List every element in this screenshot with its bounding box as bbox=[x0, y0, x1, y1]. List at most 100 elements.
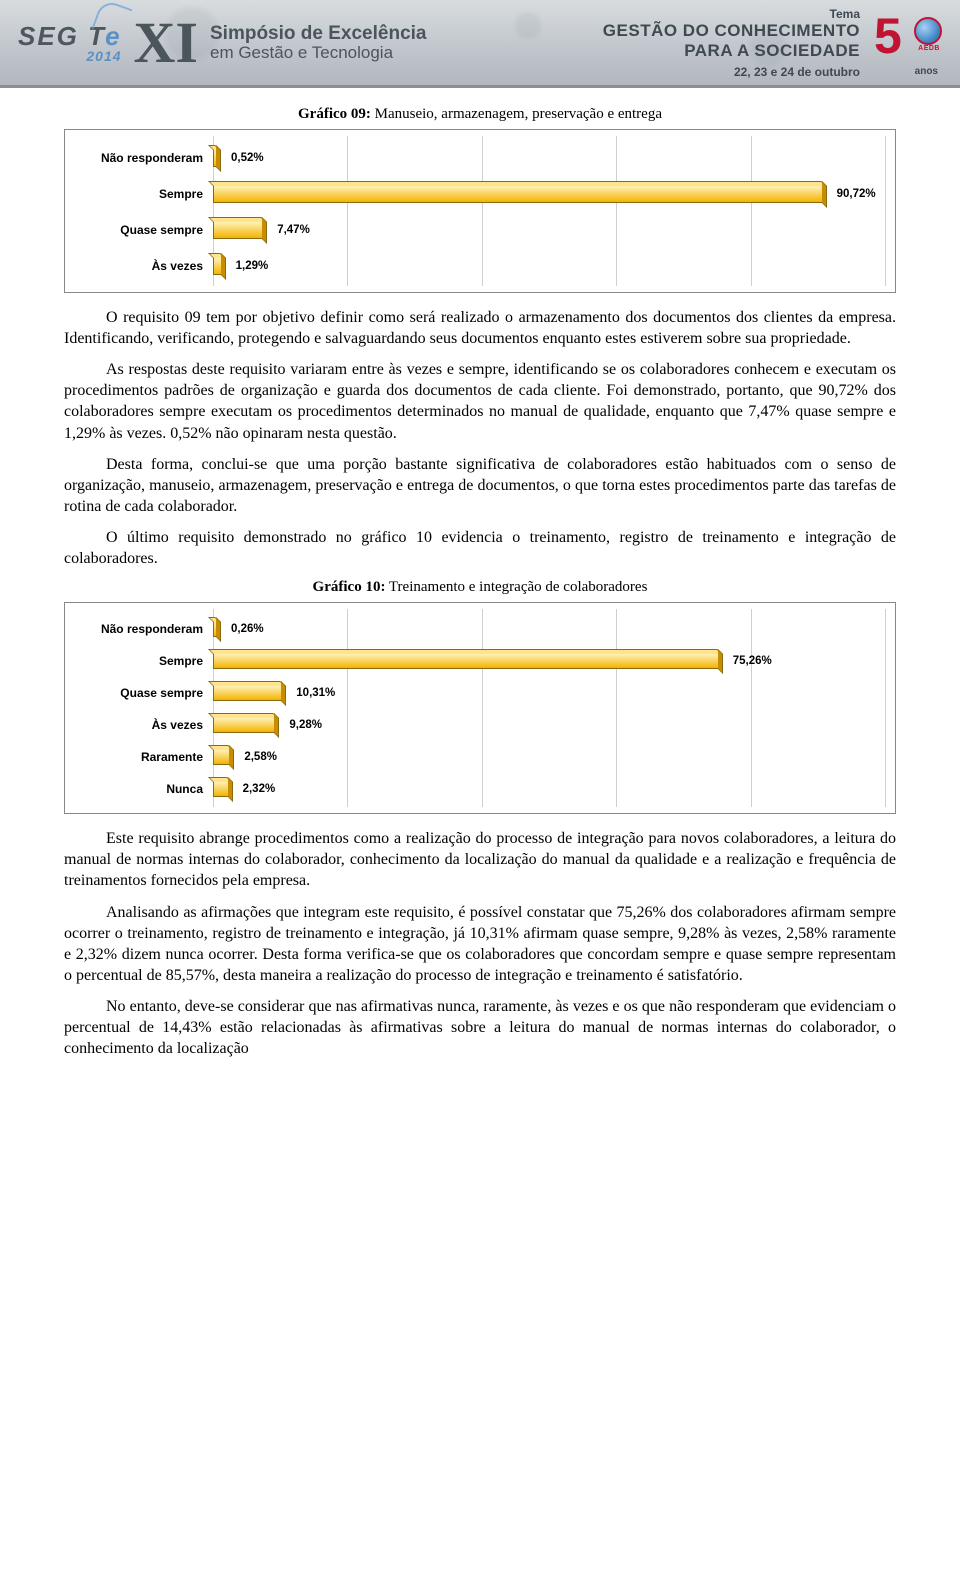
chart10: Não responderam 0,26% Sempre 75,26% Quase se… bbox=[64, 602, 896, 814]
bar-row: Às vezes 9,28% bbox=[65, 709, 885, 741]
chart09-rows: Não responderam 0,52% Sempre 90,72% Quase se… bbox=[65, 140, 885, 284]
paragraph-7: No entanto, deve-se considerar que nas a… bbox=[64, 996, 896, 1059]
bar-value: 2,32% bbox=[243, 783, 276, 795]
bar-label: Não responderam bbox=[65, 151, 213, 165]
page-body: Gráfico 09: Manuseio, armazenagem, prese… bbox=[0, 88, 960, 1089]
bar-plot: 0,52% bbox=[213, 140, 885, 176]
chart09-title-rest: Manuseio, armazenagem, preservação e ent… bbox=[371, 106, 662, 122]
bar-plot: 2,58% bbox=[213, 741, 885, 773]
bar-plot: 7,47% bbox=[213, 212, 885, 248]
bar-row: Sempre 75,26% bbox=[65, 645, 885, 677]
bar-row: Não responderam 0,26% bbox=[65, 613, 885, 645]
chart09: Não responderam 0,52% Sempre 90,72% Quase se… bbox=[64, 129, 896, 293]
bar bbox=[213, 257, 222, 275]
gridline bbox=[885, 136, 886, 286]
paragraph-4: O último requisito demonstrado no gráfic… bbox=[64, 527, 896, 569]
chart10-rows: Não responderam 0,26% Sempre 75,26% Quase se… bbox=[65, 613, 885, 805]
bar-face bbox=[213, 257, 222, 275]
bar-face bbox=[213, 685, 282, 701]
simposio-l2: em Gestão e Tecnologia bbox=[210, 44, 426, 62]
bar-value: 10,31% bbox=[296, 687, 335, 699]
bar-label: Quase sempre bbox=[65, 686, 213, 700]
chart09-title-bold: Gráfico 09: bbox=[298, 106, 371, 122]
bar-label: Raramente bbox=[65, 750, 213, 764]
seget-logo: SEG Te 2014 bbox=[18, 21, 122, 64]
chart10-title-bold: Gráfico 10: bbox=[313, 579, 386, 595]
bar-value: 90,72% bbox=[837, 188, 876, 200]
bar-plot: 90,72% bbox=[213, 176, 885, 212]
bar-face bbox=[213, 185, 823, 203]
bar bbox=[213, 717, 275, 733]
bar-face bbox=[213, 653, 719, 669]
fifty-anos: anos bbox=[915, 66, 938, 77]
globe-icon bbox=[914, 17, 942, 45]
banner-right: Tema GESTÃO DO CONHECIMENTO PARA A SOCIE… bbox=[603, 7, 960, 79]
paragraph-5: Este requisito abrange procedimentos com… bbox=[64, 828, 896, 891]
gridline bbox=[885, 609, 886, 807]
bar-row: Não responderam 0,52% bbox=[65, 140, 885, 176]
bar-plot: 9,28% bbox=[213, 709, 885, 741]
bar-label: Quase sempre bbox=[65, 223, 213, 237]
bar-label: Não responderam bbox=[65, 622, 213, 636]
bar-value: 0,52% bbox=[231, 152, 264, 164]
bar-row: Às vezes 1,29% bbox=[65, 248, 885, 284]
bar-face bbox=[213, 149, 217, 167]
bar-face bbox=[213, 221, 263, 239]
bar bbox=[213, 749, 230, 765]
bar-face bbox=[213, 749, 230, 765]
paragraph-6: Analisando as afirmações que integram es… bbox=[64, 902, 896, 986]
bar-value: 1,29% bbox=[236, 260, 269, 272]
bar-plot: 10,31% bbox=[213, 677, 885, 709]
bar bbox=[213, 653, 719, 669]
tema-dates: 22, 23 e 24 de outubro bbox=[603, 65, 860, 79]
bar-face bbox=[213, 621, 217, 637]
tema-main1: GESTÃO DO CONHECIMENTO bbox=[603, 21, 860, 41]
fifty-aedb: AEDB bbox=[918, 45, 940, 52]
bar-label: Sempre bbox=[65, 654, 213, 668]
banner-left: SEG Te 2014 XI Simpósio de Excelência em… bbox=[0, 14, 426, 72]
chart09-title: Gráfico 09: Manuseio, armazenagem, prese… bbox=[64, 106, 896, 123]
paragraph-3: Desta forma, conclui-se que uma porção b… bbox=[64, 454, 896, 517]
bar-row: Quase sempre 10,31% bbox=[65, 677, 885, 709]
bar bbox=[213, 149, 217, 167]
bar-value: 2,58% bbox=[244, 751, 277, 763]
bar-value: 0,26% bbox=[231, 623, 264, 635]
logo-text: SEG T bbox=[18, 21, 105, 51]
bar-label: Às vezes bbox=[65, 718, 213, 732]
tema-label: Tema bbox=[603, 7, 860, 21]
bar-row: Sempre 90,72% bbox=[65, 176, 885, 212]
bar bbox=[213, 685, 282, 701]
fifty-logo: 5 AEDB anos bbox=[874, 11, 944, 75]
chart10-title-rest: Treinamento e integração de colaboradore… bbox=[385, 579, 647, 595]
header-banner: SEG Te 2014 XI Simpósio de Excelência em… bbox=[0, 0, 960, 88]
bar-face bbox=[213, 781, 229, 797]
bar-value: 9,28% bbox=[289, 719, 322, 731]
tema-block: Tema GESTÃO DO CONHECIMENTO PARA A SOCIE… bbox=[603, 7, 860, 79]
bar bbox=[213, 621, 217, 637]
bar bbox=[213, 221, 263, 239]
bar-label: Nunca bbox=[65, 782, 213, 796]
fifty-num: 5 bbox=[874, 8, 902, 64]
bar-plot: 0,26% bbox=[213, 613, 885, 645]
bar-plot: 2,32% bbox=[213, 773, 885, 805]
bar-face bbox=[213, 717, 275, 733]
bar bbox=[213, 185, 823, 203]
bar-value: 7,47% bbox=[277, 224, 310, 236]
bar-row: Quase sempre 7,47% bbox=[65, 212, 885, 248]
bar-row: Raramente 2,58% bbox=[65, 741, 885, 773]
paragraph-1: O requisito 09 tem por objetivo definir … bbox=[64, 307, 896, 349]
bar-label: Sempre bbox=[65, 187, 213, 201]
simposio-block: Simpósio de Excelência em Gestão e Tecno… bbox=[210, 24, 426, 62]
bar-plot: 1,29% bbox=[213, 248, 885, 284]
bar-label: Às vezes bbox=[65, 259, 213, 273]
bar-plot: 75,26% bbox=[213, 645, 885, 677]
bar-row: Nunca 2,32% bbox=[65, 773, 885, 805]
bar bbox=[213, 781, 229, 797]
logo-e: e bbox=[105, 21, 121, 51]
tema-main2: PARA A SOCIEDADE bbox=[603, 41, 860, 61]
paragraph-2: As respostas deste requisito variaram en… bbox=[64, 359, 896, 443]
bar-value: 75,26% bbox=[733, 655, 772, 667]
chart10-title: Gráfico 10: Treinamento e integração de … bbox=[64, 579, 896, 596]
roman-numeral: XI bbox=[134, 14, 198, 72]
simposio-l1: Simpósio de Excelência bbox=[210, 24, 426, 44]
